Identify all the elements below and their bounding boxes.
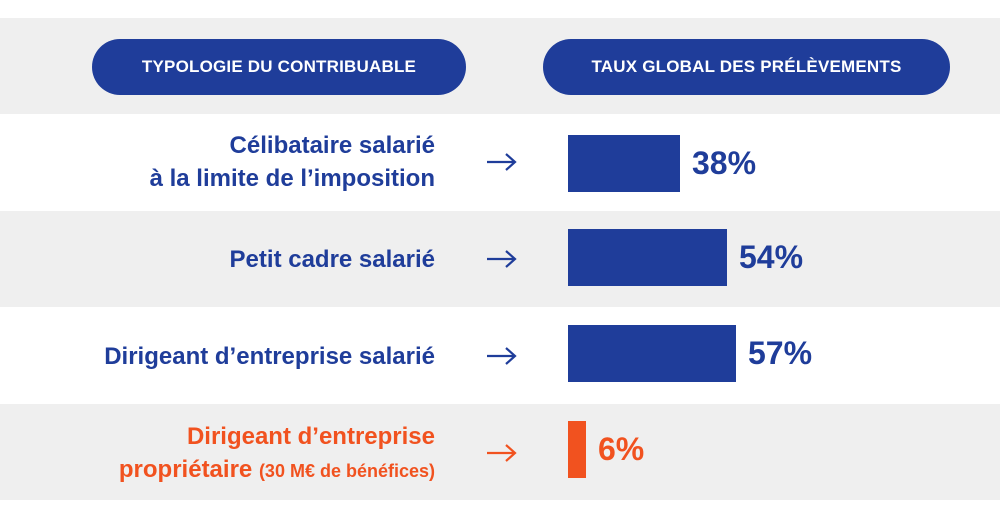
value-label-3: 57% (748, 335, 813, 371)
row-label-4-line2-main: propriétaire (118, 456, 253, 483)
row-label-4-line2-small: (30 M€ de bénéfices) (258, 461, 435, 481)
row-label-3: Dirigeant d’entreprise salarié (15, 340, 435, 373)
arrow-right-icon (487, 250, 517, 268)
bar-dirigeant-proprietaire (568, 421, 586, 478)
row-label-2-line1: Petit cadre salarié (229, 246, 435, 273)
value-label-4: 6% (598, 431, 645, 467)
rate-header-pill: TAUX GLOBAL DES PRÉLÈVEMENTS (543, 39, 950, 95)
value-label-2: 54% (739, 239, 804, 275)
row-label-1-line1: Célibataire salarié (229, 132, 435, 159)
row-label-4-line2: propriétaire (30 M€ de bénéfices) (15, 453, 435, 488)
row-label-1-line2: à la limite de l’imposition (149, 165, 435, 192)
arrow-right-icon (487, 153, 517, 171)
row-label-2: Petit cadre salarié (15, 243, 435, 276)
arrow-right-icon (487, 444, 517, 462)
row-label-4-line1: Dirigeant d’entreprise (186, 423, 435, 450)
row-label-4: Dirigeant d’entreprise propriétaire (30 … (15, 420, 435, 488)
typology-header-pill: TYPOLOGIE DU CONTRIBUABLE (92, 39, 466, 95)
bar-celibataire-salarie (568, 135, 680, 192)
arrow-right-icon (487, 347, 517, 365)
bar-petit-cadre-salarie (568, 229, 727, 286)
value-label-1: 38% (692, 145, 757, 181)
bar-dirigeant-salarie (568, 325, 736, 382)
row-label-1: Célibataire salarié à la limite de l’imp… (15, 129, 435, 195)
row-label-3-line1: Dirigeant d’entreprise salarié (104, 343, 435, 370)
